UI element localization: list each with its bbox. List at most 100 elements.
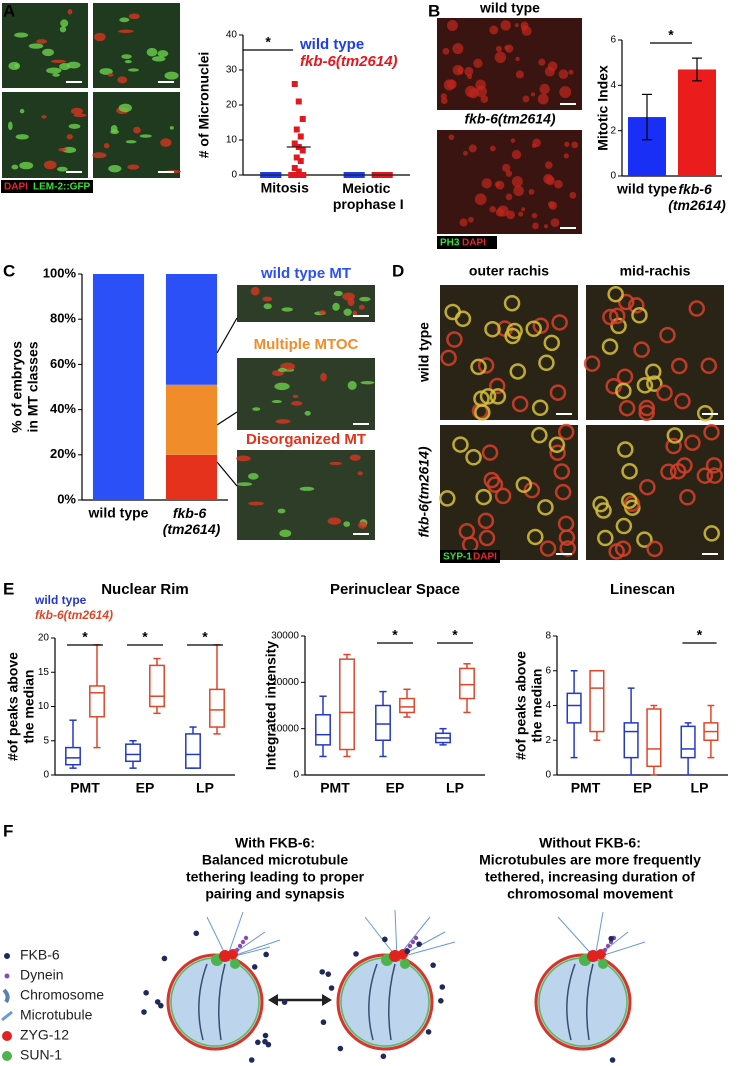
signal [164,71,179,80]
y-axis-label: Mitotic Index [595,65,611,151]
y-axis-label: the median [21,670,37,744]
chromosome [566,963,576,1041]
signal [515,70,524,79]
signal [481,178,492,189]
point [295,98,302,105]
signal [128,68,139,72]
nucleus [526,528,544,546]
signal [463,150,468,156]
box [89,685,105,718]
box [623,722,639,759]
x-tick-label: wild type [88,505,149,521]
fkb-6 [255,1039,261,1046]
signal [124,59,132,64]
signal [304,410,311,416]
series-label: Disorganized MT [246,431,366,448]
signal [320,372,327,382]
signal [342,292,355,301]
signal [347,380,357,390]
significance-label: * [392,627,398,643]
nucleus [644,363,662,381]
signal [333,290,343,297]
nucleus [537,499,554,516]
box [315,714,331,746]
significance-label: * [142,629,148,645]
y-axis-label: # of Micronuclei [196,52,212,159]
y-tick-label: 0 [43,770,49,781]
x-tick-label: EP [136,780,155,796]
y-tick-label: 10000 [271,723,299,734]
signal [292,394,299,398]
signal [327,517,342,525]
nucleus [543,334,561,352]
signal [59,26,67,33]
nucleus [583,355,601,372]
nucleus [705,457,723,474]
signal [343,521,351,528]
x-tick-label: LP [691,780,709,796]
nucleus [676,457,693,474]
microtubule [394,909,398,959]
channel-label: PH3 [440,238,460,249]
signal [128,13,140,20]
signal [468,87,479,99]
nucleus [549,384,567,401]
connector [216,411,238,426]
signal [299,486,315,491]
y-tick-label: 4 [545,700,551,711]
nucleus [539,540,557,557]
signal [343,308,352,316]
signal [92,152,107,159]
signal [464,66,474,76]
nucleus [538,354,555,372]
legend-label: Chromosome [20,987,104,1003]
nucleus [656,384,673,402]
signal [521,26,532,36]
signal [531,143,537,149]
signal [360,380,375,385]
nucleus [703,424,720,441]
fkb-6 [382,936,388,943]
nucleus [671,357,688,375]
x-tick-label: LP [196,780,214,796]
signal [125,140,137,144]
y-tick-label: 4 [610,80,616,91]
y-tick-label: 20 [38,633,50,644]
fkb-6 [438,998,444,1004]
signal [446,20,458,32]
signal [19,161,34,170]
signal [568,69,574,75]
box [149,664,165,708]
panel-label: F [3,821,13,840]
signal [60,19,69,28]
row-label: wild type [416,322,432,383]
point [300,172,307,178]
fkb-6 [337,1045,344,1052]
signal [107,73,114,77]
nucleus [465,449,482,466]
signal [537,93,549,105]
nucleus [553,463,571,480]
x-tick-label: EP [386,780,405,796]
nucleus [700,357,718,375]
y-tick-label: 0 [545,770,551,781]
column-label: outer rachis [469,263,549,279]
column-label: mid-rachis [620,263,691,279]
signal [19,108,25,114]
legend-swatch [2,988,10,1004]
model-title: Microtubules are more frequently [479,852,701,868]
signal [121,54,132,59]
zyg-12 [389,950,401,962]
box [185,733,201,769]
nucleus [475,488,492,506]
signal [14,32,29,38]
y-tick-label: 80% [50,311,76,326]
signal [262,296,273,302]
legend-swatch [1,1010,13,1022]
x-tick-label: EP [633,780,652,796]
box [459,667,475,700]
significance-label: * [452,627,458,643]
micrograph [237,358,375,430]
signal [236,455,251,462]
signal [502,163,511,172]
